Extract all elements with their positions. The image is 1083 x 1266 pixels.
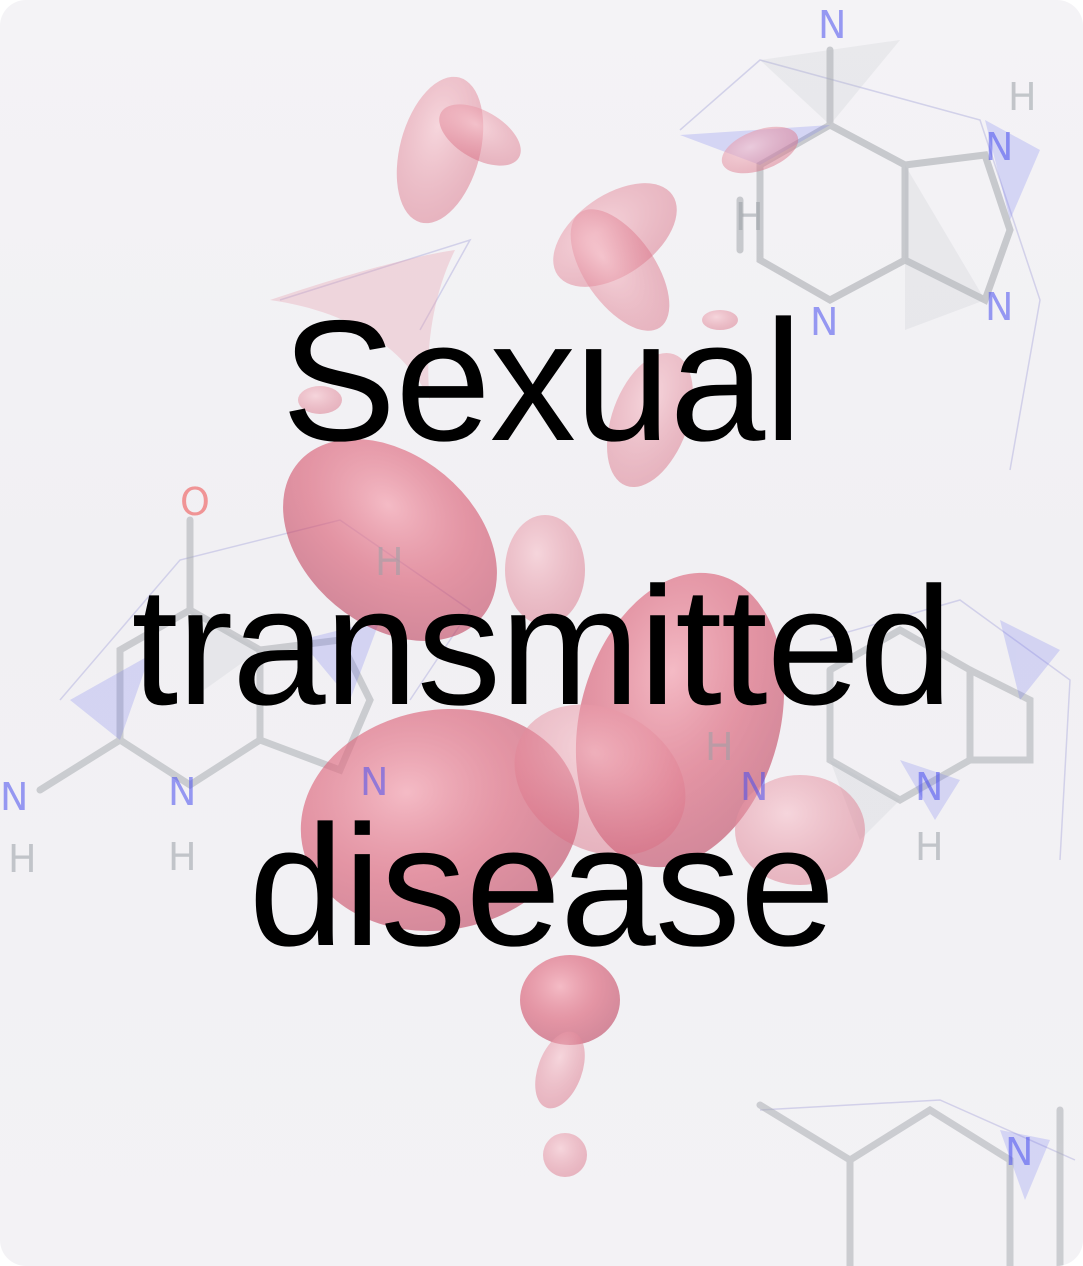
gray-triangles	[190, 40, 985, 840]
atom-label: H	[735, 195, 764, 239]
atom-label: N	[810, 300, 838, 344]
molecule-left	[36, 516, 374, 794]
atom-label: H	[168, 835, 197, 879]
atom-label: N	[985, 125, 1013, 169]
molecule-top-right	[736, 46, 1014, 305]
title-line-3: disease	[248, 790, 836, 982]
atom-label: N	[168, 770, 196, 814]
atom-label: O	[180, 480, 210, 524]
title-line-1: Sexual	[281, 285, 803, 477]
atom-labels: H N N H N N O H N N N H H N N H N H	[0, 3, 1037, 1174]
atom-label: N	[915, 765, 943, 809]
molecule-bottom-right	[756, 1101, 1064, 1266]
atom-label: N	[0, 775, 28, 819]
atom-label: N	[985, 285, 1013, 329]
atom-label: H	[915, 825, 944, 869]
atom-label: N	[360, 760, 388, 804]
atom-label: N	[740, 765, 768, 809]
network-lines	[59, 59, 1076, 1161]
atom-label: H	[8, 837, 37, 881]
molecule-right	[826, 625, 1034, 805]
atom-label: N	[818, 3, 846, 47]
title-line-2: transmitted	[131, 552, 953, 740]
atom-label: H	[705, 725, 734, 769]
atom-label: N	[1005, 1130, 1033, 1174]
blood-cells	[283, 76, 865, 1177]
pink-ribbon	[270, 250, 455, 400]
atom-label: H	[375, 540, 404, 584]
atom-label: H	[1008, 75, 1037, 119]
